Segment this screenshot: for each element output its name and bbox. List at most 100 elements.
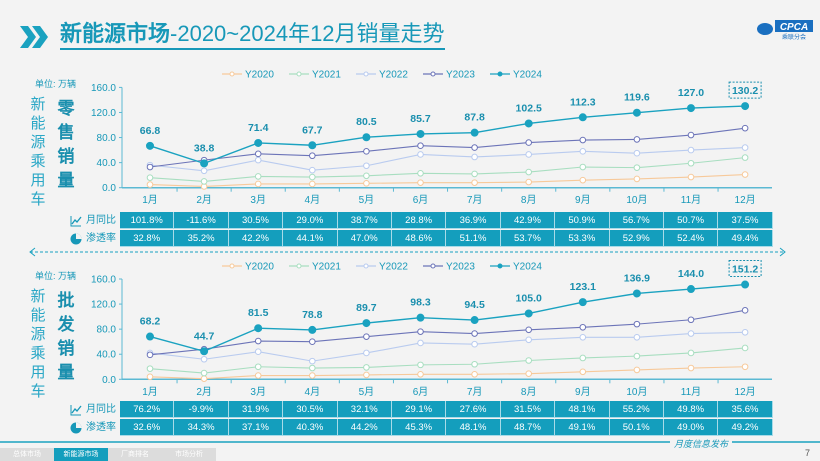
- x-tick-label: 2月: [196, 194, 212, 206]
- point-Y2021: [687, 159, 695, 167]
- point-Y2022: [579, 148, 587, 155]
- point-Y2020: [254, 180, 262, 188]
- legend-item-Y2022: Y2022: [356, 262, 408, 273]
- point-Y2023: [579, 323, 587, 331]
- page-title: 新能源市场-2020~2024年12月销量走势: [60, 20, 445, 50]
- pie-chart-icon: [70, 233, 82, 244]
- side-label: 新能源乘用车: [30, 288, 46, 400]
- point-Y2020: [687, 173, 695, 181]
- point-Y2024: [254, 324, 263, 333]
- point-Y2021: [579, 163, 587, 171]
- point-Y2022: [200, 167, 208, 175]
- cpca-logo: CPCA 乘联分会: [756, 18, 814, 40]
- table-cell: 29.1%: [391, 401, 447, 418]
- data-label: 67.7: [302, 124, 323, 136]
- table-cell: 38.7%: [337, 212, 392, 229]
- x-tick-label: 12月: [735, 194, 756, 206]
- point-Y2022: [687, 146, 695, 154]
- point-Y2023: [471, 144, 478, 151]
- point-Y2021: [633, 352, 641, 360]
- bottom-nav: 总体市场 新能源市场 厂商排名 市场分析: [0, 448, 216, 461]
- point-Y2023: [363, 333, 370, 340]
- data-label: 89.7: [356, 302, 377, 314]
- x-tick-label: 3月: [250, 386, 266, 398]
- nav-tab[interactable]: 总体市场: [0, 448, 54, 461]
- line-chart-icon: [70, 404, 82, 415]
- point-Y2023: [417, 328, 424, 335]
- metric-label: 零售销量: [57, 99, 75, 191]
- unit-label: 单位: 万辆: [35, 79, 77, 90]
- y-tick-label: 120.0: [91, 108, 116, 119]
- section-divider: [29, 247, 786, 257]
- svg-text:Y2022: Y2022: [379, 70, 408, 81]
- point-Y2024: [578, 113, 587, 122]
- data-label: 68.2: [140, 316, 161, 328]
- point-Y2024: [470, 316, 479, 325]
- publish-label: 月度信息发布: [670, 437, 733, 450]
- table-cell: 32.8%: [120, 230, 175, 247]
- point-Y2020: [525, 178, 533, 186]
- point-Y2023: [687, 131, 695, 139]
- data-label: 130.2: [732, 85, 758, 97]
- row-label-pen: 渗透率: [70, 230, 116, 247]
- table-cell: 36.9%: [446, 212, 501, 229]
- x-tick-label: 6月: [413, 386, 429, 398]
- table-cell: 48.7%: [500, 419, 556, 436]
- point-Y2023: [254, 337, 262, 345]
- y-tick-label: 40.0: [97, 350, 117, 361]
- table-cell: 45.3%: [391, 419, 447, 436]
- x-tick-label: 1月: [142, 386, 158, 398]
- table-cell: 44.1%: [283, 230, 338, 247]
- point-Y2021: [417, 169, 424, 177]
- y-tick-label: 40.0: [97, 158, 117, 169]
- point-Y2020: [633, 366, 641, 374]
- table-cell: 52.4%: [663, 230, 719, 247]
- table-cell: 29.0%: [283, 212, 338, 229]
- data-label: 85.7: [410, 113, 431, 125]
- y-tick-label: 80.0: [97, 325, 117, 336]
- table-cell: 27.6%: [446, 401, 501, 418]
- chart-1: Y2020 Y2021 Y2022 Y2023 Y2024 0.0 40.0 80.0 120.…: [91, 260, 772, 398]
- table-cell: 30.5%: [228, 212, 284, 229]
- point-Y2024: [578, 298, 587, 307]
- nav-tab[interactable]: 市场分析: [162, 448, 216, 461]
- point-Y2024: [687, 104, 695, 113]
- x-tick-label: 4月: [305, 386, 321, 398]
- x-tick-label: 5月: [359, 386, 375, 398]
- point-Y2024: [632, 108, 641, 117]
- data-label: 87.8: [464, 112, 485, 124]
- series-line-Y2023: [149, 309, 746, 356]
- point-Y2023: [363, 148, 370, 155]
- chart-0: Y2020 Y2021 Y2022 Y2023 Y2024 0.0 40.0 80.0 120.…: [91, 70, 772, 206]
- table-cell: 50.1%: [609, 419, 664, 436]
- side-label: 新能源乘用车: [30, 96, 46, 209]
- table-cell: -9.9%: [174, 401, 229, 418]
- point-Y2021: [363, 364, 370, 371]
- table-cell: 51.1%: [446, 230, 501, 247]
- point-Y2022: [579, 333, 587, 341]
- point-Y2024: [146, 332, 154, 341]
- point-Y2020: [741, 171, 749, 178]
- svg-text:Y2024: Y2024: [513, 262, 542, 273]
- row-label-pen: 渗透率: [70, 419, 116, 436]
- nav-tab[interactable]: 新能源市场: [54, 448, 108, 461]
- table-cell: 48.1%: [446, 419, 501, 436]
- table-cell: 49.2%: [718, 419, 773, 436]
- point-Y2022: [254, 156, 262, 164]
- x-tick-label: 4月: [305, 194, 321, 206]
- point-Y2022: [363, 349, 370, 357]
- x-tick-label: 11月: [681, 386, 701, 398]
- point-Y2020: [363, 371, 370, 379]
- point-Y2023: [633, 136, 641, 143]
- nav-tab[interactable]: 厂商排名: [108, 448, 162, 461]
- data-label: 123.1: [570, 281, 596, 293]
- point-Y2020: [417, 179, 424, 186]
- table-cell: 49.4%: [718, 230, 773, 247]
- table-cell: 32.1%: [337, 401, 392, 418]
- table-cell: 49.8%: [663, 401, 719, 418]
- series-line-Y2020: [149, 173, 746, 187]
- x-tick-label: 3月: [250, 194, 266, 206]
- x-tick-label: 11月: [681, 194, 701, 206]
- table-cell: 47.0%: [337, 230, 392, 247]
